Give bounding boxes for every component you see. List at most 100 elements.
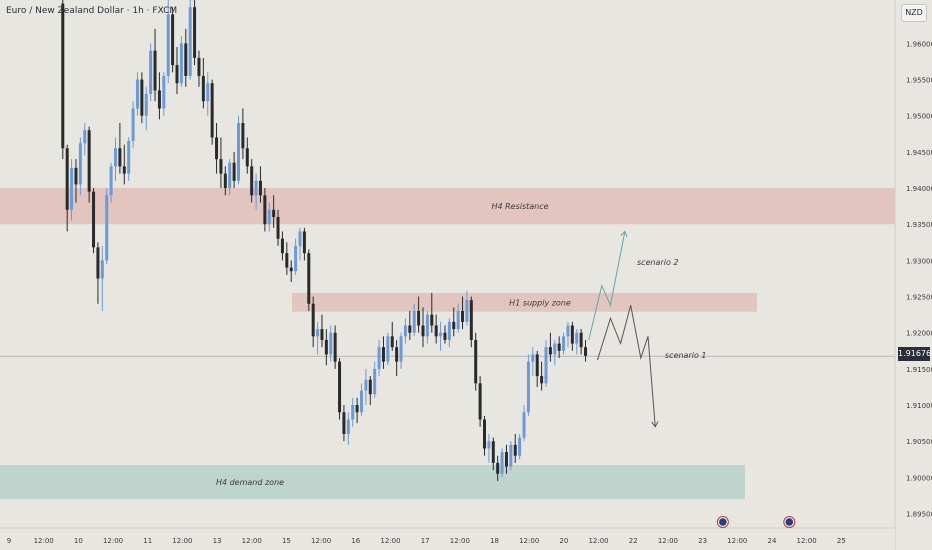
price-tick-label: 1.89500: [906, 511, 932, 519]
candle-body: [188, 7, 192, 76]
scenario-1-path-arrowhead: [651, 421, 659, 428]
candle-body: [487, 441, 491, 449]
candle-body: [254, 180, 258, 196]
candle-body: [61, 3, 65, 149]
candle-body: [368, 379, 372, 395]
time-tick-label: 12:00: [588, 537, 608, 545]
candle-body: [118, 148, 122, 167]
candle-body: [215, 137, 219, 160]
candle-body: [566, 325, 570, 337]
candle-body: [232, 162, 236, 181]
candle-body: [342, 412, 346, 434]
candle-body: [381, 347, 385, 362]
price-tick-label: 1.92000: [906, 330, 932, 338]
candle-body: [412, 311, 416, 333]
time-axis-panel: [0, 528, 895, 550]
candle-body: [285, 253, 289, 268]
candle-body: [267, 209, 271, 225]
candle-body: [228, 162, 232, 189]
candle-body: [500, 452, 504, 474]
candle-body: [153, 50, 157, 91]
candle-body: [522, 412, 526, 438]
candle-body: [70, 167, 74, 210]
time-tick-label: 22: [629, 537, 638, 545]
candle-body: [338, 361, 342, 413]
candle-body: [237, 122, 241, 181]
candle-body: [364, 379, 368, 391]
time-tick-label: 12:00: [797, 537, 817, 545]
candle-body: [557, 343, 561, 351]
candle-body: [280, 238, 284, 254]
candle-body: [122, 166, 126, 174]
scenario-1-path: [596, 305, 656, 427]
time-tick-label: 25: [837, 537, 846, 545]
candle-body: [263, 195, 267, 225]
candle-body: [447, 321, 451, 340]
candle-body: [197, 57, 201, 76]
candle-body: [553, 343, 557, 355]
candle-body: [241, 122, 245, 149]
candle-body: [114, 148, 118, 167]
plot-area: [0, 0, 895, 528]
candle-body: [223, 173, 227, 189]
price-tick-label: 1.95000: [906, 113, 932, 121]
candle-body: [135, 79, 139, 109]
candle-body: [395, 347, 399, 362]
candle-body: [377, 347, 381, 369]
candle-body: [74, 167, 78, 185]
time-tick-label: 16: [351, 537, 360, 545]
candle-body: [131, 108, 135, 142]
candle-body: [298, 231, 302, 246]
price-tick-label: 1.94000: [906, 185, 932, 193]
candle-body: [535, 354, 539, 377]
candle-body: [206, 83, 210, 102]
price-tick-label: 1.96000: [906, 40, 932, 48]
candle-body: [474, 339, 478, 384]
candle-body: [509, 444, 513, 467]
candle-body: [548, 347, 552, 355]
h4-demand-zone-label: H4 demand zone: [216, 478, 284, 487]
price-tick-label: 1.90500: [906, 438, 932, 446]
currency-button[interactable]: NZD: [901, 4, 927, 22]
candle-body: [100, 260, 104, 279]
candle-body: [149, 50, 153, 95]
candle-body: [175, 65, 179, 84]
time-tick-label: 12:00: [380, 537, 400, 545]
scenario-2-path: [588, 231, 626, 341]
h1-supply-zone-label: H1 supply zone: [509, 298, 571, 307]
candle-body: [491, 441, 495, 463]
candle-body: [360, 390, 364, 413]
candle-body: [324, 339, 328, 355]
scenario-1-label: scenario 1: [665, 351, 707, 360]
time-tick-label: 12:00: [34, 537, 54, 545]
candle-body: [105, 195, 109, 261]
candle-body: [162, 75, 166, 109]
last-price-label: 1.91676: [898, 347, 931, 361]
candle-body: [179, 43, 183, 84]
candle-body: [469, 300, 473, 340]
candles-group: [61, 0, 588, 481]
time-tick-label: 11: [143, 537, 152, 545]
candle-body: [562, 336, 566, 351]
price-tick-label: 1.93500: [906, 221, 932, 229]
candle-body: [443, 332, 447, 340]
candle-body: [258, 180, 262, 196]
candle-body: [87, 130, 91, 192]
scenario-2-path-arrowhead: [620, 230, 628, 238]
time-tick-label: 17: [421, 537, 430, 545]
price-tick-label: 1.91000: [906, 402, 932, 410]
candle-body: [272, 209, 276, 217]
candle-body: [65, 148, 69, 210]
candle-body: [461, 311, 465, 322]
candle-body: [373, 368, 377, 395]
candle-body: [333, 332, 337, 362]
time-tick-label: 12:00: [242, 537, 262, 545]
candle-body: [540, 376, 544, 384]
scenario-2-label: scenario 2: [637, 258, 679, 267]
candle-body: [289, 267, 293, 272]
price-tick-label: 1.93000: [906, 257, 932, 265]
price-tick-label: 1.92500: [906, 294, 932, 302]
time-tick-label: 24: [767, 537, 776, 545]
price-axis-panel: [895, 0, 932, 550]
